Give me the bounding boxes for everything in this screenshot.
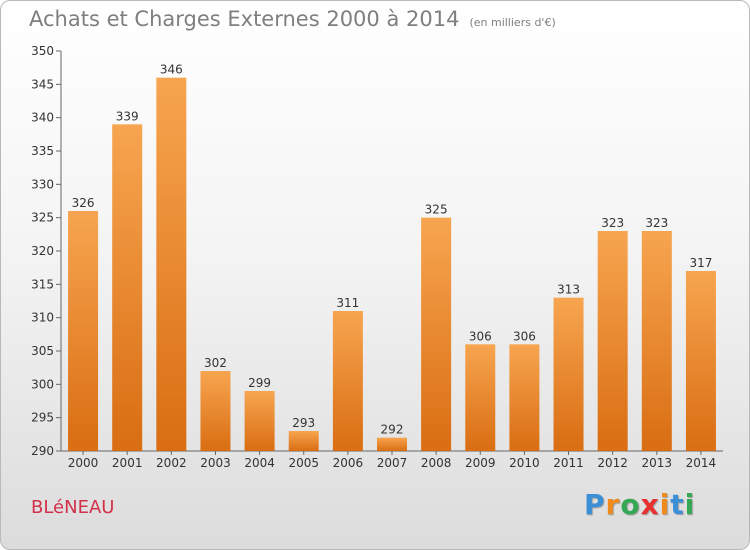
x-tick-label: 2013 xyxy=(642,456,673,470)
bar-value-label: 323 xyxy=(601,216,624,230)
bar xyxy=(200,371,231,451)
bar xyxy=(465,344,496,451)
logo-letter: t xyxy=(670,488,685,521)
x-tick-label: 2014 xyxy=(686,456,717,470)
bar xyxy=(288,431,319,451)
x-tick-label: 2001 xyxy=(112,456,143,470)
chart-title-text: Achats et Charges Externes 2000 à 2014 xyxy=(29,7,460,31)
chart-title: Achats et Charges Externes 2000 à 2014 (e… xyxy=(29,7,556,31)
y-tick-label: 295 xyxy=(31,411,54,425)
x-tick-label: 2010 xyxy=(509,456,540,470)
x-tick-label: 2011 xyxy=(553,456,584,470)
bar-value-label: 323 xyxy=(645,216,668,230)
bar-value-label: 306 xyxy=(469,329,492,343)
x-tick-label: 2008 xyxy=(421,456,452,470)
bar-value-label: 326 xyxy=(72,196,95,210)
y-tick-label: 300 xyxy=(31,377,54,391)
y-tick-label: 290 xyxy=(31,444,54,458)
bar-value-label: 311 xyxy=(336,296,359,310)
bar-value-label: 299 xyxy=(248,376,271,390)
commune-name: BLéNEAU xyxy=(31,497,115,518)
x-tick-label: 2000 xyxy=(68,456,99,470)
y-tick-label: 310 xyxy=(31,311,54,325)
logo-letter: i xyxy=(659,488,671,521)
logo-letter: o xyxy=(620,488,641,521)
bar-value-label: 325 xyxy=(425,203,448,217)
y-tick-label: 315 xyxy=(31,277,54,291)
logo-letter: P xyxy=(584,488,606,521)
y-tick-label: 335 xyxy=(31,144,54,158)
logo-letter: i xyxy=(684,488,696,521)
y-tick-label: 305 xyxy=(31,344,54,358)
x-tick-label: 2012 xyxy=(597,456,628,470)
y-tick-label: 340 xyxy=(31,111,54,125)
bar xyxy=(685,271,716,451)
x-tick-label: 2007 xyxy=(377,456,408,470)
bar xyxy=(509,344,540,451)
bar xyxy=(641,231,672,451)
bar xyxy=(244,391,275,451)
logo-letter: x xyxy=(640,488,660,521)
y-tick-label: 330 xyxy=(31,177,54,191)
bar-value-label: 302 xyxy=(204,356,227,370)
y-tick-label: 325 xyxy=(31,211,54,225)
bar xyxy=(377,437,407,451)
x-tick-label: 2004 xyxy=(244,456,275,470)
bar xyxy=(421,217,452,451)
x-tick-label: 2005 xyxy=(288,456,319,470)
x-tick-label: 2002 xyxy=(156,456,187,470)
bar-value-label: 339 xyxy=(116,109,139,123)
bar-value-label: 293 xyxy=(292,416,315,430)
bar-value-label: 313 xyxy=(557,283,580,297)
x-tick-label: 2006 xyxy=(333,456,364,470)
y-tick-label: 345 xyxy=(31,77,54,91)
proxiti-logo: Proxiti xyxy=(584,488,695,521)
chart-unit: (en milliers d'€) xyxy=(469,16,556,29)
bar-value-label: 317 xyxy=(689,256,712,270)
y-tick-label: 320 xyxy=(31,244,54,258)
bar xyxy=(332,311,363,451)
bar xyxy=(156,77,187,452)
x-tick-label: 2009 xyxy=(465,456,496,470)
logo-letter: r xyxy=(605,488,621,521)
bar-value-label: 292 xyxy=(381,423,404,437)
bar-value-label: 306 xyxy=(513,329,536,343)
bar xyxy=(112,124,143,451)
x-tick-label: 2003 xyxy=(200,456,231,470)
bar xyxy=(597,231,628,451)
bar xyxy=(68,211,99,451)
y-tick-label: 350 xyxy=(31,44,54,58)
bar xyxy=(553,297,584,451)
bar-value-label: 346 xyxy=(160,63,183,77)
